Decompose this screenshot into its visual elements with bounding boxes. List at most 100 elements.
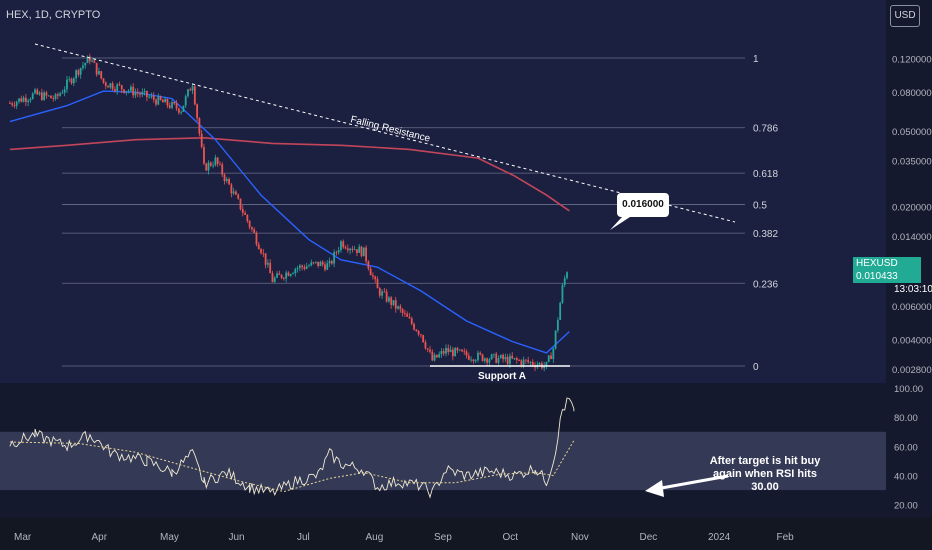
price-tag-timer: 13:03:10 [894, 284, 932, 295]
candle-body [566, 272, 568, 279]
x-tick-label: Jul [297, 532, 310, 543]
candle-body [184, 96, 187, 106]
candle-body [11, 103, 14, 105]
candle-body [292, 273, 294, 275]
candle-body [493, 353, 495, 355]
target-callout: 0.016000 [617, 193, 669, 217]
candle-body [463, 351, 466, 353]
candle-body [79, 67, 82, 75]
candle-body [166, 98, 169, 106]
candle-body [337, 250, 340, 253]
candle-body [344, 247, 347, 249]
candle-body [424, 342, 427, 349]
candle-body [369, 268, 372, 276]
candle-body [228, 179, 230, 185]
candle-body [143, 90, 146, 92]
candle-body [314, 261, 317, 263]
fib-label: 0.5 [753, 201, 767, 212]
candle-body [406, 313, 409, 317]
candle-body [333, 252, 336, 264]
rsi-tick-label: 20.00 [894, 501, 918, 512]
x-tick-label: Apr [92, 532, 108, 543]
candle-body [479, 352, 482, 355]
candle-body [294, 268, 297, 274]
x-tick-label: Nov [571, 532, 589, 543]
candle-body [481, 354, 484, 361]
candle-body [454, 347, 457, 357]
candle-body [241, 209, 244, 213]
candle-body [109, 83, 112, 88]
candle-body [504, 356, 507, 360]
price-tick-label: 0.014000 [892, 232, 932, 243]
candle-body [360, 246, 363, 257]
callout-pointer [610, 217, 630, 230]
candle-body [301, 265, 304, 268]
candle-body [155, 99, 157, 105]
candle-body [13, 104, 16, 106]
candle-body [456, 347, 459, 351]
candle-body [305, 266, 308, 269]
candle-body [429, 349, 431, 352]
candle-body [52, 98, 55, 99]
candle-body [538, 363, 541, 365]
candle-body [102, 78, 105, 83]
candle-body [116, 84, 119, 91]
candle-body [474, 360, 477, 362]
candle-body [465, 351, 468, 356]
price-tick-label: 0.120000 [892, 55, 932, 66]
price-tag-symbol: HEXUSD [856, 258, 898, 269]
candle-body [95, 62, 98, 75]
candle-body [257, 244, 260, 250]
candle-body [196, 104, 199, 119]
candle-body [518, 360, 520, 361]
candle-body [342, 241, 345, 248]
candle-body [203, 146, 205, 164]
candle-body [442, 351, 445, 354]
rsi-tick-label: 60.00 [894, 442, 918, 453]
candle-body [312, 262, 315, 264]
candle-body [260, 249, 262, 253]
candle-body [200, 133, 203, 147]
candle-body [15, 101, 18, 106]
candle-body [264, 253, 267, 265]
rsi-line [9, 397, 575, 499]
rsi-arrow-shaft [655, 474, 729, 491]
candle-body [22, 97, 25, 102]
ma200-line [9, 136, 570, 212]
candle-body [499, 354, 502, 359]
candle-body [152, 95, 155, 100]
candle-body [161, 99, 164, 103]
candle-body [349, 248, 351, 251]
candle-body [38, 92, 41, 95]
price-tick-label: 0.004000 [892, 335, 932, 346]
candle-body [422, 335, 425, 343]
candle-body [212, 165, 214, 167]
candle-body [497, 358, 500, 363]
candle-body [319, 261, 322, 266]
currency-button[interactable]: USD [890, 5, 920, 27]
candle-body [356, 249, 358, 253]
candle-body [189, 89, 192, 91]
candle-body [159, 96, 162, 100]
support-label: Support A [478, 371, 526, 382]
candle-body [56, 94, 59, 96]
candle-body [209, 162, 212, 166]
candle-body [150, 95, 153, 97]
candle-body [118, 84, 121, 86]
candle-body [84, 62, 87, 66]
candle-body [509, 355, 511, 364]
candle-body [219, 163, 221, 165]
candle-body [24, 97, 27, 103]
price-tick-label: 0.006000 [892, 302, 932, 313]
candle-body [515, 358, 518, 361]
candle-body [114, 89, 116, 91]
candle-body [374, 276, 377, 280]
candle-body [287, 272, 290, 276]
candle-body [547, 355, 550, 362]
candle-body [385, 291, 388, 302]
candle-body [157, 96, 160, 105]
candle-body [495, 353, 498, 363]
candle-body [449, 349, 452, 353]
